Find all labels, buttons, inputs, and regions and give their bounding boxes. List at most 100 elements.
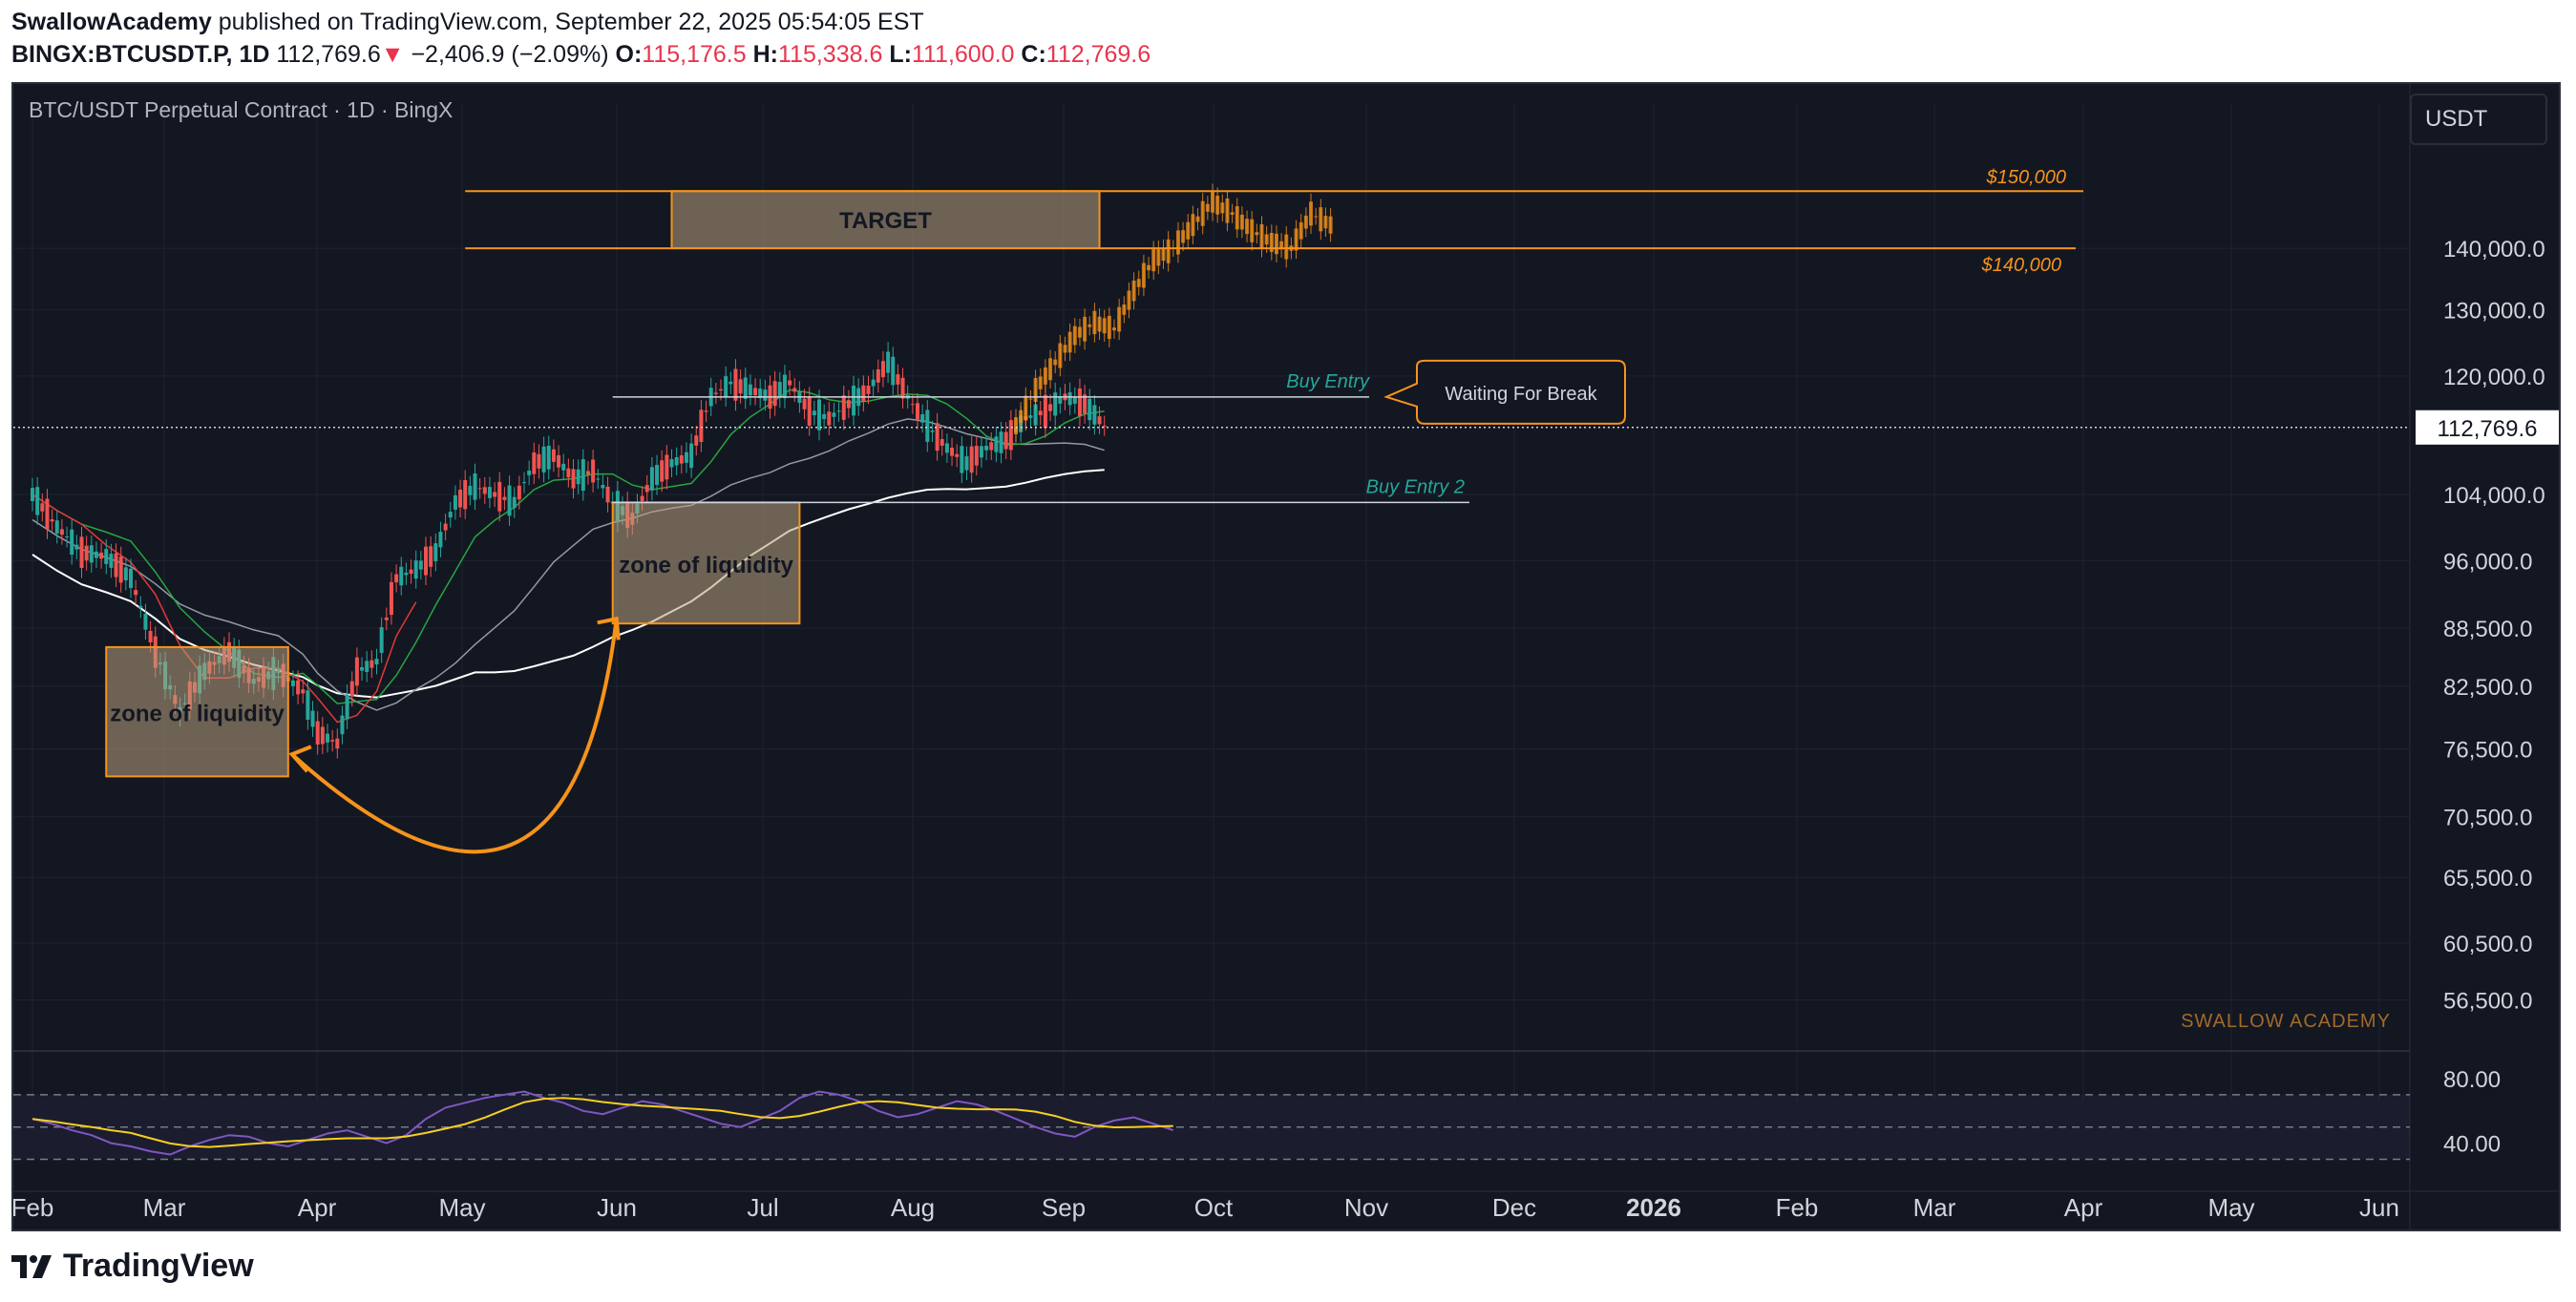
candle-body <box>557 454 561 468</box>
candle-body <box>660 460 665 482</box>
candle-body <box>788 380 792 386</box>
candle-body <box>537 453 541 469</box>
candle-body <box>984 445 989 451</box>
candle-body <box>94 551 98 558</box>
candle-body <box>143 613 148 630</box>
x-tick-label: Mar <box>1913 1193 1956 1222</box>
candle-body <box>114 553 118 578</box>
projection-candle <box>1107 315 1111 340</box>
candle-body <box>45 498 50 530</box>
candle-body <box>665 454 669 480</box>
candle-body <box>733 368 738 401</box>
currency-selector[interactable]: USDT <box>2410 94 2547 145</box>
candle-body <box>792 388 797 392</box>
candle-body <box>689 443 694 469</box>
candle-body <box>930 430 935 432</box>
candle-body <box>522 482 526 484</box>
x-tick-label: May <box>2207 1193 2254 1222</box>
projection-candle <box>1122 304 1127 315</box>
publisher-name[interactable]: SwallowAcademy <box>11 9 212 35</box>
ohlc-line: BINGX:BTCUSDT.P, 1D 112,769.6▼ −2,406.9 … <box>11 38 2561 71</box>
candle-body <box>482 487 487 494</box>
candle-body <box>1048 404 1053 411</box>
ma-100-line <box>32 418 1105 711</box>
projection-candle <box>1136 279 1141 287</box>
projection-candle <box>1195 216 1200 222</box>
candle-body <box>585 471 590 475</box>
waiting-callout <box>1383 359 1626 425</box>
watermark-text: SWALLOW ACADEMY <box>2181 1011 2391 1032</box>
projection-candle <box>1191 214 1195 237</box>
candle-body <box>360 666 365 671</box>
candle-body <box>832 412 836 417</box>
candle-body <box>79 536 84 568</box>
close-value: 112,769.6 <box>1045 41 1151 68</box>
projection-candle <box>1264 234 1269 245</box>
candle-body <box>846 400 851 409</box>
candle-body <box>134 590 138 596</box>
candle-body <box>960 446 964 473</box>
candle-body <box>443 523 448 531</box>
chart-canvas[interactable]: 140,000.0 130,000.0 120,000.0 104,000.0 96,0… <box>13 84 2559 1229</box>
rsi-tick-label: 80.00 <box>2443 1067 2501 1093</box>
last-price-label: 112,769.6 <box>2438 416 2538 442</box>
candle-body <box>306 690 310 721</box>
candle-body <box>591 459 596 483</box>
y-tick-label: 96,000.0 <box>2443 549 2532 575</box>
y-tick-label: 65,500.0 <box>2443 866 2532 892</box>
candle-body <box>935 423 940 452</box>
y-tick-label: 120,000.0 <box>2443 365 2545 390</box>
candle-body <box>326 733 329 743</box>
candle-body <box>743 377 748 399</box>
candle-body <box>655 465 660 485</box>
candle-body <box>601 485 605 489</box>
projection-candle <box>1151 249 1156 272</box>
candle-body <box>379 627 384 653</box>
candle-body <box>429 546 433 567</box>
projection-candle <box>1058 343 1063 368</box>
candle-body <box>345 694 349 720</box>
x-tick-label: Apr <box>2064 1193 2103 1222</box>
candle-body <box>640 495 644 501</box>
candle-body <box>772 381 777 407</box>
candle-body <box>748 384 752 396</box>
target-zone <box>670 190 1101 250</box>
candle-body <box>777 382 782 398</box>
publish-line: SwallowAcademy published on TradingView.… <box>11 6 2561 38</box>
candle-body <box>1033 404 1038 426</box>
candle-body <box>546 446 551 470</box>
candle-body <box>763 389 768 401</box>
candle-body <box>473 473 477 500</box>
y-tick-label: 104,000.0 <box>2443 483 2545 509</box>
projection-candle <box>1067 331 1072 353</box>
tradingview-logo-icon <box>11 1255 52 1278</box>
candle-body <box>581 459 585 492</box>
projection-candle <box>1141 262 1146 288</box>
candle-body <box>925 410 930 442</box>
projection-candle <box>1033 377 1038 403</box>
candle-body <box>738 379 743 394</box>
projection-candle <box>1314 216 1319 218</box>
candle-body <box>699 410 704 443</box>
zone-2-label: zone of liquidity <box>619 553 793 578</box>
candle-body <box>413 560 418 579</box>
candle-body <box>394 574 399 582</box>
chart-frame[interactable]: 140,000.0 130,000.0 120,000.0 104,000.0 96,0… <box>11 82 2561 1231</box>
candle-body <box>1102 425 1107 427</box>
y-tick-label: 76,500.0 <box>2443 738 2532 764</box>
candle-body <box>866 386 871 394</box>
footer-brand[interactable]: TradingView <box>11 1247 254 1285</box>
symbol-label[interactable]: BINGX:BTCUSDT.P, 1D <box>11 41 270 68</box>
projection-candle <box>1131 280 1136 302</box>
candle-body <box>54 520 59 534</box>
projection-candle <box>1211 192 1214 213</box>
projection-candle <box>1127 290 1131 310</box>
candle-body <box>1092 405 1097 425</box>
projection-candle <box>1024 395 1028 420</box>
candle-body <box>384 617 389 620</box>
rsi-line <box>32 1090 1174 1156</box>
candle-body <box>1058 397 1063 404</box>
projection-candle <box>1028 398 1033 400</box>
projection-candle <box>1097 316 1102 332</box>
projection-candle <box>1220 202 1225 214</box>
